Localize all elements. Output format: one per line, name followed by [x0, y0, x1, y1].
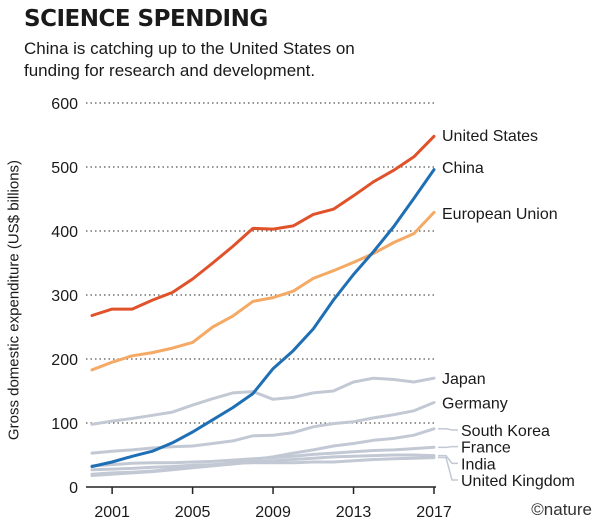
series-label-india: India	[461, 456, 496, 473]
series-label-japan: Japan	[442, 371, 486, 388]
series-line-united-states	[90, 134, 436, 317]
series-line-japan	[90, 376, 436, 426]
series-label-united-states: United States	[442, 128, 538, 145]
y-tick-label-100: 100	[51, 416, 78, 433]
series-label-south-korea: South Korea	[461, 423, 550, 440]
series-label-united-kingdom: United Kingdom	[461, 473, 575, 490]
series-label-france: France	[461, 440, 511, 457]
leader-line-united-kingdom	[438, 456, 458, 481]
x-tick-label-2009: 2009	[255, 504, 291, 521]
series-line-china	[90, 168, 436, 468]
x-tick-label-2001: 2001	[94, 504, 130, 521]
y-tick-label-300: 300	[51, 288, 78, 305]
y-tick-label-400: 400	[51, 224, 78, 241]
y-tick-label-500: 500	[51, 160, 78, 177]
nature-credit: ©nature	[531, 500, 592, 519]
series-label-germany: Germany	[442, 396, 508, 413]
series-label-china: China	[442, 160, 484, 177]
y-tick-label-600: 600	[51, 96, 78, 113]
x-tick-label-2005: 2005	[175, 504, 211, 521]
leader-line-south-korea	[438, 428, 458, 431]
leader-line-india	[438, 454, 458, 465]
y-tick-label-0: 0	[69, 480, 78, 497]
chart-subtitle: China is catching up to the United State…	[24, 39, 355, 80]
x-tick-label-2017: 2017	[416, 504, 452, 521]
series-label-european-union: European Union	[442, 206, 558, 223]
x-tick-label-2013: 2013	[336, 504, 372, 521]
chart-title: SCIENCE SPENDING	[24, 6, 268, 32]
series-line-south-korea	[90, 427, 436, 476]
series-line-european-union	[90, 210, 436, 372]
series-line-germany	[90, 401, 436, 455]
y-tick-label-200: 200	[51, 352, 78, 369]
leader-line-france	[438, 445, 458, 449]
